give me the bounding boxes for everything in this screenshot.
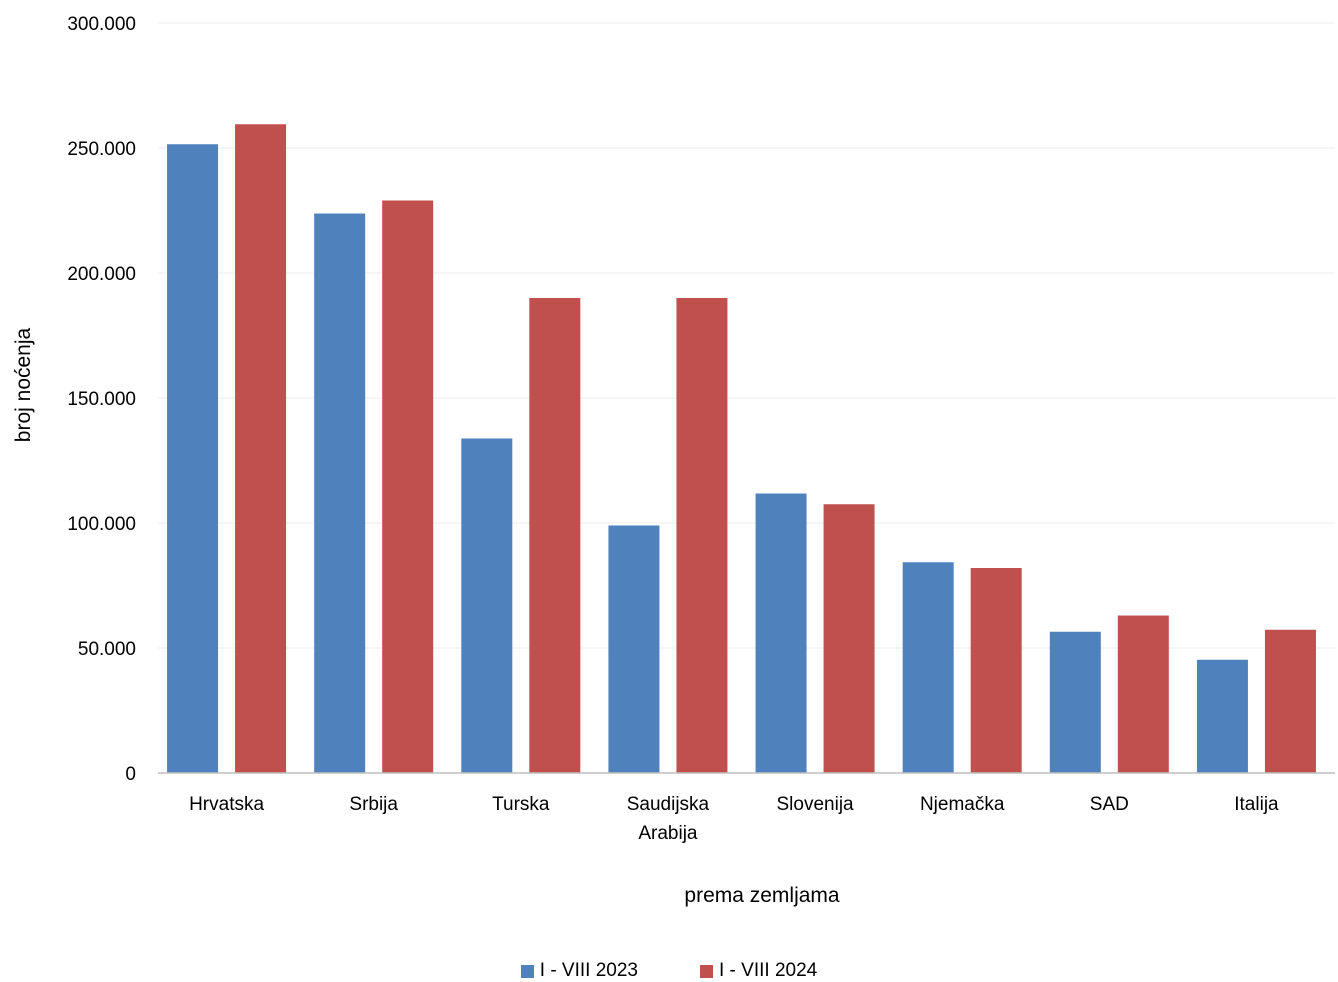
y-tick-label: 250.000 [67,139,136,160]
bar-2024 [235,124,287,773]
y-tick-label: 300.000 [67,14,136,35]
bar-2023 [167,144,219,773]
bar-2024 [1117,615,1169,773]
legend-swatch-2023 [520,964,534,978]
x-tick-label: Italija [1234,794,1279,815]
legend-label-2024: I - VIII 2024 [719,960,818,981]
legend-swatch-2024 [700,964,713,978]
bar-2023 [755,493,807,773]
y-tick-label: 100.000 [67,514,136,535]
x-tick-label: Saudijska Arabija [627,794,710,844]
y-axis-tick-labels: 0 50.000 100.000 150.000 200.000 250.000 300.0… [67,14,136,785]
bar-2023 [314,213,366,773]
bar-2024 [1264,629,1316,773]
y-tick-label: 150.000 [67,389,136,410]
bars [167,124,1316,773]
legend-item-2024: I - VIII 2024 [700,960,817,982]
legend-item-2023: I - VIII 2023 [520,960,638,982]
y-axis-title: broj noćenja [12,327,35,442]
bar-2023 [1196,659,1248,773]
bar-2024 [676,298,728,773]
y-tick-label: 200.000 [67,264,136,285]
bar-2024 [382,200,434,773]
legend-label-2023: I - VIII 2023 [539,960,638,981]
x-axis-tick-labels: Hrvatska Srbija Turska Saudijska Arabija Slov… [189,794,1279,844]
x-tick-label: Turska [492,794,550,815]
bar-2024 [823,504,875,773]
y-tick-label: 50.000 [78,639,136,660]
bar-chart: 0 50.000 100.000 150.000 200.000 250.000 300.0… [12,14,1335,907]
bar-2023 [461,438,513,773]
bar-2024 [970,568,1022,773]
bar-2023 [902,562,954,773]
x-tick-label: Slovenija [777,794,855,815]
x-axis-title: prema zemljama [684,884,840,907]
x-tick-label: Njemačka [920,794,1005,815]
bar-2023 [608,525,660,773]
x-tick-label: Srbija [349,794,398,815]
bar-2023 [1049,631,1101,773]
bar-2024 [529,298,581,773]
legend: I - VIII 2023 I - VIII 2024 [0,960,1338,982]
x-tick-label: Hrvatska [189,794,264,815]
y-tick-label: 0 [125,764,136,785]
x-tick-label: SAD [1090,794,1129,815]
